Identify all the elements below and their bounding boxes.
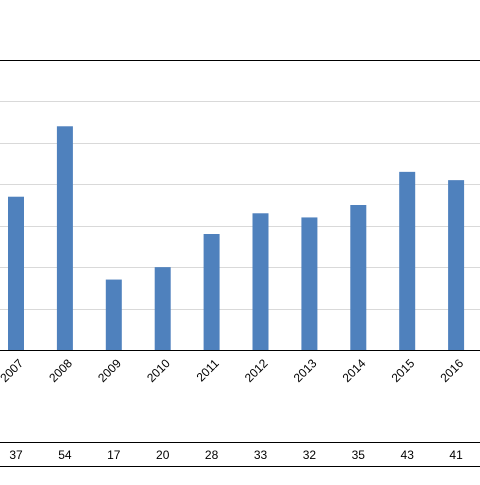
x-tick-label: 2016 [437, 356, 466, 385]
bar-2008 [56, 126, 73, 351]
x-tick-label: 2010 [144, 356, 173, 385]
table-cell: 32 [303, 448, 317, 462]
x-tick-label: 2009 [95, 356, 124, 385]
bar-2015 [399, 171, 416, 350]
bar-2010 [154, 267, 171, 350]
bar-2011 [203, 234, 220, 350]
x-tick-label: 2012 [242, 356, 271, 385]
table-cell: 37 [9, 448, 23, 462]
axes [0, 60, 480, 351]
x-tick-label: 2011 [194, 356, 222, 384]
bar-2013 [301, 217, 318, 350]
table-cell: 54 [58, 448, 72, 462]
data-table: 37 54 17 20 28 33 32 35 43 41 [0, 442, 480, 467]
table-cell: 33 [254, 448, 268, 462]
table-cell: 35 [352, 448, 366, 462]
table-cell: 20 [156, 448, 170, 462]
x-tick-label: 2013 [291, 356, 320, 385]
x-tick-label: 2015 [389, 356, 418, 385]
x-tick-labels: 2007 2008 2009 2010 2011 2012 2013 2014 2015 2016… [0, 356, 466, 385]
bar-2007 [8, 196, 24, 350]
table-cell: 41 [449, 448, 463, 462]
bar-2014 [350, 205, 367, 350]
bar-2012 [252, 213, 269, 350]
table-cell: 43 [401, 448, 415, 462]
x-tick-label: 2014 [340, 356, 369, 385]
bar-2009 [105, 279, 122, 350]
bar-2016 [448, 180, 465, 350]
table-cell: 28 [205, 448, 219, 462]
table-cell: 17 [107, 448, 121, 462]
bars [8, 126, 465, 351]
x-tick-label: 2008 [46, 356, 75, 385]
x-tick-label: 2007 [0, 356, 26, 385]
